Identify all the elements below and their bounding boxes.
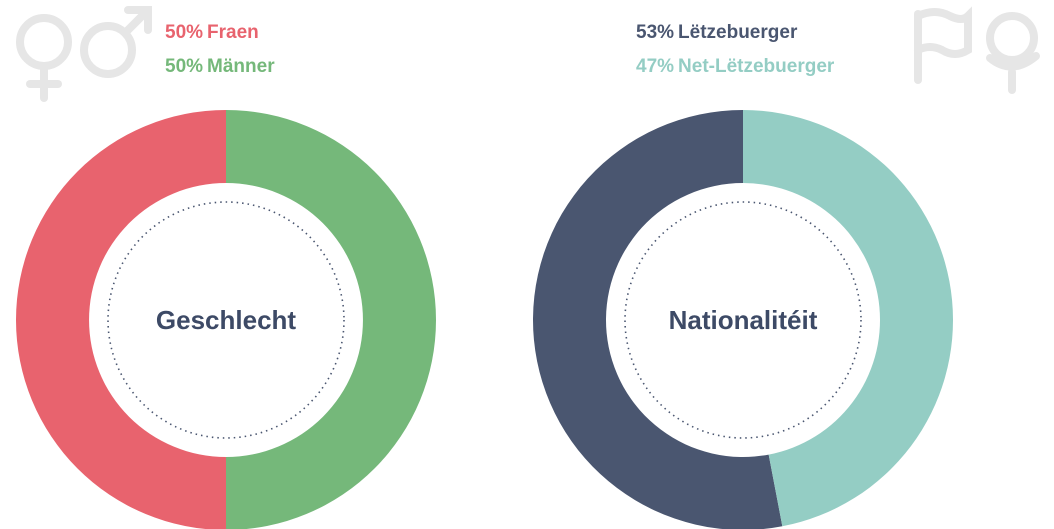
legend-entry: 50% Fraen (165, 22, 259, 43)
legend-entry: 47% Net-Lëtzebuerger (636, 56, 835, 77)
donut-center-label: Geschlecht (156, 305, 297, 335)
legend-label: Lëtzebuerger (678, 22, 798, 43)
legend-label: Fraen (207, 22, 259, 43)
legend-value: 50% (165, 22, 203, 43)
legend-label: Männer (207, 56, 275, 77)
donut-center-label: Nationalitéit (669, 305, 818, 335)
legend-label: Net-Lëtzebuerger (678, 56, 835, 77)
donut-segment (533, 110, 783, 529)
flag (914, 6, 972, 58)
legend-entry: 53% Lëtzebuerger (636, 22, 798, 43)
globe-stand (986, 52, 1040, 71)
donut-segment (226, 110, 436, 529)
male-icon-head (124, 6, 152, 34)
donut-segment (743, 110, 954, 527)
globe-icon (986, 12, 1038, 64)
legend-value: 47% (636, 56, 674, 77)
legend-value: 50% (165, 56, 203, 77)
donut-segment (16, 110, 226, 529)
male-icon (80, 22, 136, 78)
dotted-ring (107, 201, 345, 439)
gender-icons (16, 6, 152, 102)
legend-value: 53% (636, 22, 674, 43)
female-icon (16, 14, 72, 70)
legend-entry: 50% Männer (165, 56, 275, 77)
nationality-icons (914, 6, 1040, 94)
dotted-ring (624, 201, 862, 439)
